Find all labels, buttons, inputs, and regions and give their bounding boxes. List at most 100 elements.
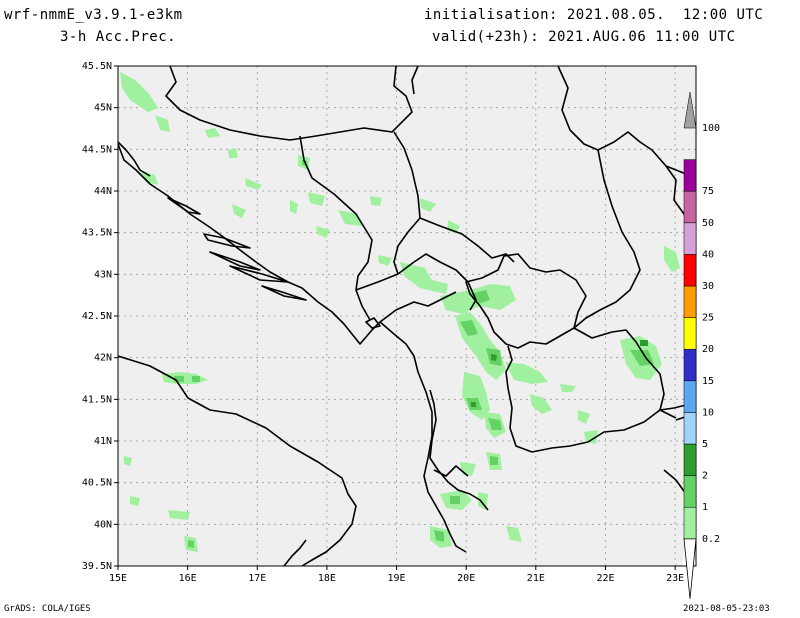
colorbar-label: 0.2 — [702, 534, 720, 545]
precip-patch — [140, 170, 158, 185]
colorbar-segment — [683, 317, 697, 350]
precip-patch — [505, 362, 548, 384]
precip-patch — [130, 496, 140, 506]
border-montenegro — [355, 253, 477, 311]
colorbar-segment — [683, 475, 697, 508]
border-kosovo — [465, 253, 587, 349]
lon-tick-label: 22E — [596, 573, 614, 584]
colorbar-label: 5 — [702, 439, 708, 450]
italy-east-coast — [117, 355, 357, 567]
precip-patch — [630, 350, 654, 366]
lat-tick-label: 42N — [94, 353, 112, 364]
plot-timestamp: 2021-08-05-23:03 — [683, 604, 770, 614]
colorbar-label: 75 — [702, 186, 714, 197]
italy-heel — [283, 539, 307, 567]
precip-patch — [460, 320, 478, 336]
precip-patch — [530, 394, 552, 414]
lon-tick-label: 15E — [109, 573, 127, 584]
croatian-island — [261, 285, 307, 301]
colorbar-segment — [683, 190, 697, 224]
adriatic-east-coast — [117, 143, 467, 553]
precip-patch — [434, 530, 444, 542]
field-name: 3-h Acc.Prec. — [60, 29, 177, 45]
precip-patch — [491, 354, 497, 361]
colorbar-upper-triangle — [683, 91, 697, 129]
precip-patch — [370, 196, 382, 206]
colorbar-label: 40 — [702, 249, 714, 260]
precip-patches — [120, 72, 680, 552]
lat-tick-label: 45.5N — [82, 61, 112, 72]
croatian-island — [209, 251, 261, 271]
colorbar-label: 100 — [702, 123, 720, 134]
border-mkd-grc — [531, 409, 661, 453]
lon-tick-label: 20E — [457, 573, 475, 584]
colorbar-lower-triangle — [683, 538, 697, 599]
lon-tick-label: 19E — [388, 573, 406, 584]
border-serbia-south — [419, 217, 515, 263]
border-bih-south — [299, 135, 373, 321]
precip-patch — [120, 72, 158, 112]
precip-patch — [308, 192, 325, 206]
border-north-2 — [411, 65, 419, 95]
precip-patch — [488, 418, 502, 430]
precip-patch — [471, 402, 476, 407]
colorbar-segment — [683, 412, 697, 445]
lat-tick-label: 44.5N — [82, 144, 112, 155]
croatian-island — [167, 197, 201, 215]
lon-tick-label: 23E — [666, 573, 684, 584]
precip-patch — [192, 376, 200, 382]
precip-patch — [560, 384, 576, 392]
lat-tick-label: 43N — [94, 269, 112, 280]
lat-tick-label: 39.5N — [82, 561, 112, 572]
precip-patch — [232, 204, 246, 218]
colorbar-label: 10 — [702, 407, 714, 418]
colorbar-label: 20 — [702, 344, 714, 355]
lat-tick-label: 40.5N — [82, 478, 112, 489]
border-mkd-bul — [573, 327, 677, 419]
lat-tick-label: 40N — [94, 519, 112, 530]
lon-tick-label: 18E — [318, 573, 336, 584]
lat-tick-label: 44N — [94, 186, 112, 197]
colorbar-segment — [683, 285, 697, 318]
precip-patch — [290, 200, 298, 214]
precip-patch — [450, 496, 460, 504]
precip-patch — [578, 410, 590, 424]
precip-patch — [490, 456, 498, 465]
precip-patch — [462, 372, 490, 420]
colorbar-label: 1 — [702, 502, 708, 513]
colorbar-segment — [683, 159, 697, 192]
lon-tick-label: 21E — [527, 573, 545, 584]
country-borders — [165, 65, 691, 511]
border-alb-mkd — [505, 345, 533, 453]
precip-patch — [228, 148, 238, 158]
precip-patch — [640, 340, 648, 346]
precip-patch — [124, 456, 132, 466]
lat-tick-label: 45N — [94, 103, 112, 114]
istria-coast — [117, 141, 151, 177]
colorbar-label: 50 — [702, 218, 714, 229]
precip-patch — [478, 492, 488, 510]
colorbar-label: 15 — [702, 376, 714, 387]
lon-tick-label: 16E — [179, 573, 197, 584]
colorbar-segment — [683, 222, 697, 255]
grads-credit: GrADS: COLA/IGES — [4, 604, 91, 614]
precip-patch — [470, 290, 490, 304]
model-name: wrf-nmmE_v3.9.1-e3km — [4, 7, 183, 23]
lat-tick-label: 43.5N — [82, 228, 112, 239]
lon-tick-label: 17E — [248, 573, 266, 584]
border-east-north — [557, 65, 687, 175]
colorbar-segment — [683, 254, 697, 287]
precip-patch — [155, 115, 170, 132]
precip-patch — [205, 128, 220, 138]
border-mne-alb — [379, 291, 457, 323]
colorbar-segment — [683, 506, 697, 540]
border-alb-grc — [429, 389, 489, 511]
lat-tick-label: 41N — [94, 436, 112, 447]
lat-tick-label: 42.5N — [82, 311, 112, 322]
valid-time: valid(+23h): 2021.AUG.06 11:00 UTC — [432, 29, 736, 45]
lat-tick-label: 41.5N — [82, 394, 112, 405]
precip-patch — [316, 226, 330, 238]
colorbar-label: 30 — [702, 281, 714, 292]
